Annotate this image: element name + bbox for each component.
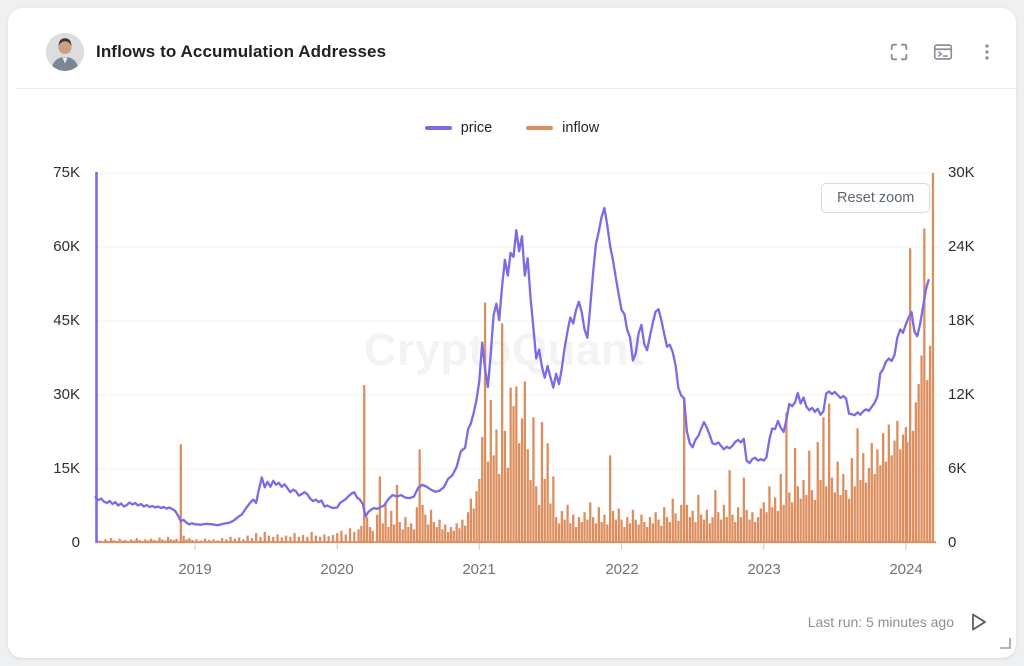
user-avatar[interactable] xyxy=(46,33,84,71)
left-axis-tick-label: 75K xyxy=(53,164,80,181)
right-axis-tick-label: 24K xyxy=(948,238,975,255)
x-axis-tick-label: 2019 xyxy=(178,561,212,578)
right-axis-tick-label: 6K xyxy=(948,460,967,477)
chart-footer: Last run: 5 minutes ago xyxy=(0,610,990,634)
corner-resize-icon[interactable] xyxy=(998,636,1012,650)
chart-card: Inflows to Accumulation Addresses Crypto… xyxy=(8,8,1024,658)
x-axis-tick-label: 2020 xyxy=(320,561,354,578)
right-axis-tick-label: 18K xyxy=(948,312,975,329)
legend-item-inflow[interactable]: inflow xyxy=(526,120,599,136)
right-axis-tick-label: 0 xyxy=(948,534,957,551)
page-title: Inflows to Accumulation Addresses xyxy=(96,42,387,61)
x-axis-tick-label: 2023 xyxy=(747,561,781,578)
left-axis-tick-label: 0 xyxy=(71,534,80,551)
x-axis-tick-label: 2021 xyxy=(462,561,496,578)
card-header: Inflows to Accumulation Addresses xyxy=(16,16,1024,89)
price-line-swatch xyxy=(424,126,452,130)
last-run-status: Last run: 5 minutes ago xyxy=(807,614,954,630)
legend-item-price[interactable]: price xyxy=(424,120,493,136)
right-axis-tick-label: 30K xyxy=(948,164,975,181)
reset-zoom-button[interactable]: Reset zoom xyxy=(821,183,931,213)
inflow-bar-swatch xyxy=(526,126,554,130)
fullscreen-icon[interactable] xyxy=(888,41,910,63)
left-axis-tick-label: 15K xyxy=(53,460,80,477)
x-axis-tick-label: 2022 xyxy=(605,561,639,578)
play-icon[interactable] xyxy=(966,610,990,634)
kebab-menu-icon[interactable] xyxy=(976,41,998,63)
terminal-icon[interactable] xyxy=(932,41,954,63)
avatar-image xyxy=(46,33,84,71)
legend-label-inflow: inflow xyxy=(562,120,600,136)
header-actions xyxy=(888,41,998,63)
left-axis-tick-label: 45K xyxy=(53,312,80,329)
left-axis-tick-label: 60K xyxy=(53,238,80,255)
chart-legend: price inflow xyxy=(0,120,1024,136)
x-axis-tick-label: 2024 xyxy=(889,561,923,578)
legend-label-price: price xyxy=(460,120,493,136)
right-axis-tick-label: 12K xyxy=(948,386,975,403)
left-axis-tick-label: 30K xyxy=(53,386,80,403)
watermark: CryptoQuant xyxy=(364,324,645,375)
